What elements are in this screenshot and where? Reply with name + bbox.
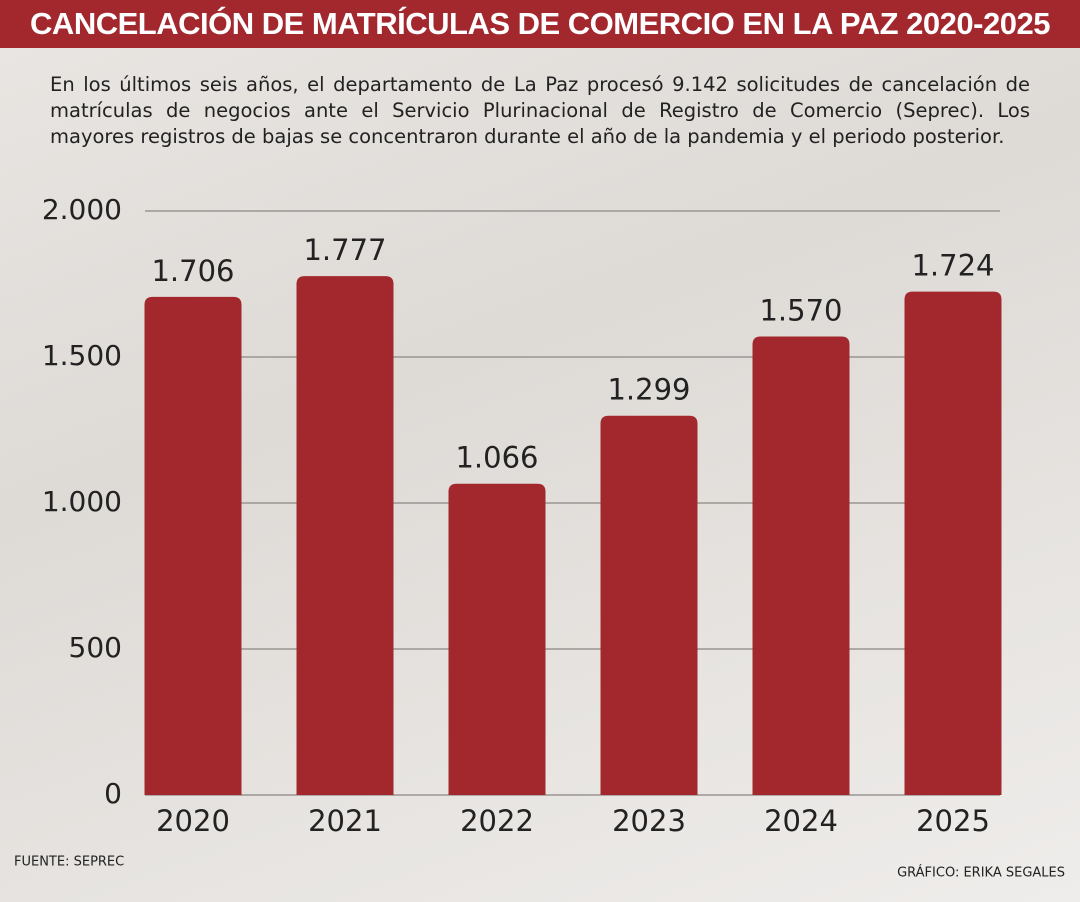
x-tick-label: 2022 (460, 804, 534, 838)
x-tick-label: 2021 (308, 804, 382, 838)
source: FUENTE: SEPREC (14, 855, 124, 870)
x-tick-label: 2020 (156, 804, 230, 838)
subtitle: En los últimos seis años, el departament… (50, 73, 1030, 148)
value-label: 1.777 (303, 233, 386, 267)
x-tick-label: 2025 (916, 804, 990, 838)
value-label: 1.570 (759, 294, 842, 328)
value-label: 1.066 (455, 441, 538, 475)
y-tick-label: 2.000 (42, 193, 122, 226)
value-label: 1.299 (607, 373, 690, 407)
title-banner (0, 0, 1080, 48)
bar (296, 276, 394, 796)
y-tick-label: 0 (104, 777, 122, 810)
value-label: 1.724 (911, 249, 994, 283)
y-tick-label: 500 (69, 631, 122, 664)
y-tick-label: 1.500 (42, 339, 122, 372)
bar (752, 336, 850, 795)
bar (144, 296, 242, 795)
credit: GRÁFICO: ERIKA SEGALES (897, 865, 1065, 881)
bar (600, 415, 698, 795)
y-tick-label: 1.000 (42, 485, 122, 518)
x-tick-label: 2024 (764, 804, 838, 838)
value-label: 1.706 (151, 254, 234, 288)
x-tick-label: 2023 (612, 804, 686, 838)
chart-title: CANCELACIÓN DE MATRÍCULAS DE COMERCIO EN… (30, 6, 1050, 41)
bar (448, 483, 546, 795)
bar (904, 291, 1002, 795)
